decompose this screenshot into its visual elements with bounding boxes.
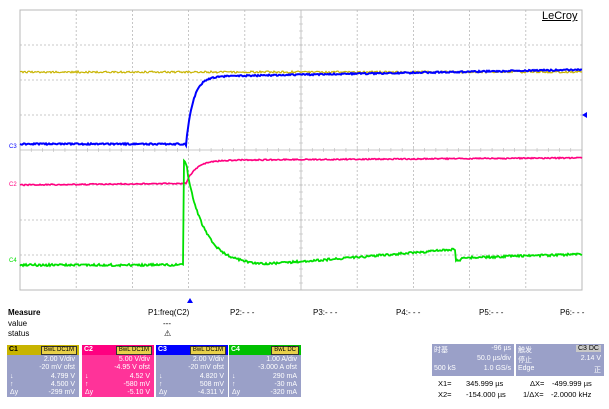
channel-low-value: 290 mA — [273, 373, 297, 380]
trigger-level-marker — [582, 112, 587, 118]
channel-ofst: -3.000 A ofst — [258, 364, 297, 371]
trigger-time-marker — [187, 298, 193, 303]
timebase-body: 50.0 µs/div 500 kS 1.0 GS/s — [432, 354, 514, 376]
channel-delta-symbol: Δy — [232, 389, 240, 396]
cursor-dx-value: -499.999 µs — [552, 379, 592, 388]
channel-delta-value: -5.10 V — [127, 389, 150, 396]
cursor-x2-label: X2= — [438, 390, 452, 399]
cursor-x2-value: -154.000 µs — [466, 390, 506, 399]
measure-header: Measure — [8, 308, 40, 317]
measure-header-row: Measure P1:freq(C2) P2:- - - P3:- - - P4… — [8, 308, 603, 318]
channel-ofst: -4.95 V ofst — [114, 364, 150, 371]
channel-high-value: -580 mV — [124, 381, 150, 388]
measure-p2[interactable]: P2:- - - — [230, 308, 254, 317]
channel-coupling-badge: BwL DC1M — [116, 346, 152, 355]
channel-delta-value: -4.311 V — [198, 389, 224, 396]
channel-delta-symbol: Δy — [85, 389, 93, 396]
channel-low-value: 4.799 V — [51, 373, 75, 380]
channel-low-symbol: ↓ — [85, 373, 89, 380]
channel-high-symbol: ↑ — [232, 381, 236, 388]
measure-value-row: value --- — [8, 319, 603, 329]
channel-delta-value: -299 mV — [49, 389, 75, 396]
channel-low-symbol: ↓ — [159, 373, 163, 380]
channel-high-value: -30 mA — [274, 381, 297, 388]
trigger-panel[interactable]: 触发 C3 DC 停止 2.14 V Edge 正 — [516, 344, 604, 376]
timebase-delay: -96 µs — [491, 345, 511, 352]
brand-logo: LeCroy — [542, 10, 577, 22]
channel-ofst: -20 mV ofst — [39, 364, 75, 371]
channel-low-value: 4.820 V — [200, 373, 224, 380]
channel-panel-c2[interactable]: C2 BwL DC1M 5.00 V/div -4.95 V ofst ↓ 4.52 V ↑… — [82, 345, 154, 397]
measure-p1[interactable]: P1:freq(C2) — [148, 308, 189, 317]
channel-low-value: 4.52 V — [130, 373, 150, 380]
channel-header: C2 BwL DC1M — [82, 345, 154, 355]
channel-high-value: 508 mV — [200, 381, 224, 388]
timebase-header: 时基 -96 µs — [432, 344, 514, 354]
channel-vdiv: 2.00 V/div — [193, 356, 224, 363]
trigger-type: Edge — [518, 365, 534, 372]
trigger-badge: C3 DC — [576, 345, 601, 352]
channel-header: C4 BwL DC — [229, 345, 301, 355]
channel-panel-c3[interactable]: C3 BwL DC1M 2.00 V/div -20 mV ofst ↓ 4.820 V ↑… — [156, 345, 228, 397]
channel-coupling-badge: BwL DC1M — [190, 346, 226, 355]
channel-vdiv: 1.00 A/div — [266, 356, 297, 363]
channel-vdiv: 5.00 V/div — [119, 356, 150, 363]
cursor-readout: X1= 345.999 µs ΔX= -499.999 µs X2= -154.… — [432, 379, 604, 401]
channel-name: C2 — [84, 346, 93, 353]
timebase-samples: 500 kS — [434, 365, 456, 372]
channel-name: C3 — [158, 346, 167, 353]
measure-p3[interactable]: P3:- - - — [313, 308, 337, 317]
cursor-x1-value: 345.999 µs — [466, 379, 503, 388]
trigger-body: 停止 2.14 V Edge 正 — [516, 354, 604, 376]
channel-ofst: -20 mV ofst — [188, 364, 224, 371]
measure-p1-value: --- — [163, 319, 171, 328]
trigger-mode: 停止 — [518, 355, 532, 365]
channel-panel-c1[interactable]: C1 BwL DC1M 2.00 V/div -20 mV ofst ↓ 4.799 V ↑… — [7, 345, 79, 397]
measure-status-label: status — [8, 329, 29, 338]
channel-low-symbol: ↓ — [232, 373, 236, 380]
cursor-inv-dx-label: 1/ΔX= — [523, 390, 544, 399]
cursor-x1-label: X1= — [438, 379, 452, 388]
channel-high-symbol: ↑ — [85, 381, 89, 388]
channel-coupling-badge: BwL DC — [271, 346, 299, 355]
channel-low-symbol: ↓ — [10, 373, 14, 380]
trigger-level: 2.14 V — [581, 355, 601, 362]
measure-p4[interactable]: P4:- - - — [396, 308, 420, 317]
channel-header: C3 BwL DC1M — [156, 345, 228, 355]
channel-high-symbol: ↑ — [159, 381, 163, 388]
channel-delta-value: -320 mA — [271, 389, 297, 396]
measure-p1-status: ⚠ — [164, 329, 171, 338]
channel-coupling-badge: BwL DC1M — [41, 346, 77, 355]
measure-p6[interactable]: P6:- - - — [560, 308, 584, 317]
measure-status-row: status ⚠ — [8, 329, 603, 339]
trace-label-c4: C4 — [9, 258, 17, 264]
timebase-tdiv: 50.0 µs/div — [477, 355, 511, 362]
channel-high-symbol: ↑ — [10, 381, 14, 388]
channel-delta-symbol: Δy — [10, 389, 18, 396]
channel-delta-symbol: Δy — [159, 389, 167, 396]
cursor-dx-label: ΔX= — [530, 379, 544, 388]
channel-vdiv: 2.00 V/div — [44, 356, 75, 363]
trigger-slope: 正 — [594, 365, 601, 375]
channel-panel-c4[interactable]: C4 BwL DC 1.00 A/div -3.000 A ofst ↓ 290 mA ↑ -… — [229, 345, 301, 397]
channel-name: C4 — [231, 346, 240, 353]
measure-value-label: value — [8, 319, 27, 328]
measure-p5[interactable]: P5:- - - — [479, 308, 503, 317]
cursor-inv-dx-value: -2.0000 kHz — [551, 390, 591, 399]
channel-high-value: 4.500 V — [51, 381, 75, 388]
trace-label-c2: C2 — [9, 182, 17, 188]
timebase-panel[interactable]: 时基 -96 µs 50.0 µs/div 500 kS 1.0 GS/s — [432, 344, 514, 376]
timebase-rate: 1.0 GS/s — [484, 365, 511, 372]
channel-header: C1 BwL DC1M — [7, 345, 79, 355]
trace-label-c3: C3 — [9, 144, 17, 150]
trigger-header: 触发 C3 DC — [516, 344, 604, 354]
channel-name: C1 — [9, 346, 18, 353]
